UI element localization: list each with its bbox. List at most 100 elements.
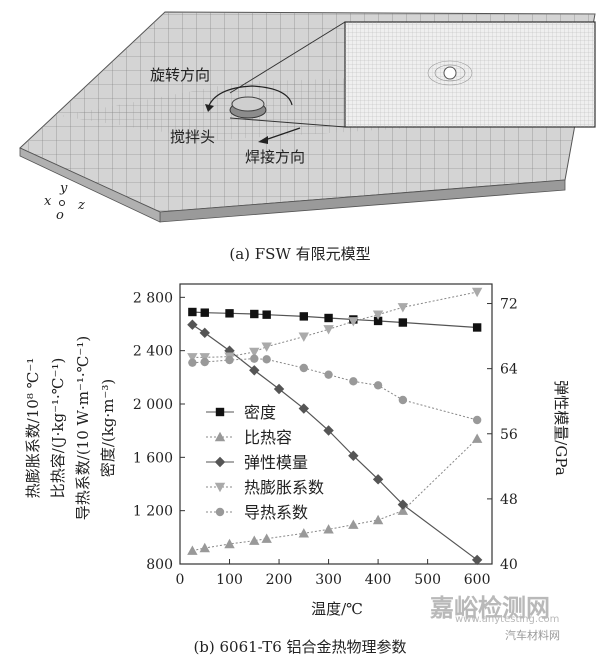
series-1-point <box>187 545 198 555</box>
series-0-point <box>324 313 333 323</box>
legend-marker-0 <box>215 407 225 417</box>
caption-b: (b) 6061-T6 铝合金热物理参数 <box>193 638 406 656</box>
left-axis-title-4: 密度/(kg·m⁻³) <box>99 379 117 477</box>
series-0-point <box>225 309 234 318</box>
series-2-point <box>249 365 260 376</box>
plot-layer: 0 100 200 300 400 500 600 800 1 200 1 600 2 000 2 4… <box>133 283 518 588</box>
y-tick-label: 1 600 <box>133 450 173 466</box>
y2-tick-label: 48 <box>500 492 518 508</box>
y2-tick-label: 64 <box>500 362 518 378</box>
fsw-model-figure: 旋转方向 搅拌头 焊接方向 y x z o (a) FSW 有限元模型 <box>19 11 596 263</box>
legend-marker-4 <box>215 507 225 517</box>
series-1-point <box>199 542 210 553</box>
legend-label-1: 比热容 <box>244 428 292 447</box>
series-4-point <box>373 381 383 390</box>
y2-tick-label: 72 <box>500 297 518 313</box>
watermark-wechat: 汽车材料网 <box>505 629 560 642</box>
series-4-point <box>324 370 333 379</box>
left-axis-titles: 热膨胀系数/10⁸ ℃⁻¹ 比热容/(J·kg⁻¹·℃⁻¹) 导热系数/(10 … <box>24 336 117 520</box>
series-3-point <box>261 342 272 352</box>
series-line-2 <box>192 324 478 561</box>
axis-x-label: x <box>44 194 52 209</box>
left-axis-title-1: 热膨胀系数/10⁸ ℃⁻¹ <box>24 358 42 499</box>
y-tick-label: 800 <box>146 557 173 573</box>
x-tick-label: 300 <box>315 572 342 588</box>
legend-marker-2 <box>214 456 226 468</box>
series-2-point <box>298 403 310 414</box>
series-0-point <box>188 307 197 317</box>
series-line-0 <box>192 311 478 329</box>
series-3-point <box>187 353 198 363</box>
series-1-point <box>224 538 235 549</box>
series-4-point <box>225 355 234 365</box>
coordinate-triad: y x z o <box>44 181 85 223</box>
series-3-point <box>298 332 310 342</box>
series-2-point <box>199 327 210 339</box>
series-2-point <box>348 450 359 461</box>
series-0-point <box>398 318 408 327</box>
legend-label-3: 热膨胀系数 <box>244 478 324 497</box>
series-1-point <box>323 524 334 534</box>
axis-y-label: y <box>59 181 68 196</box>
axis-z-label: z <box>77 198 85 213</box>
series-line-3 <box>192 291 478 358</box>
plot-frame <box>179 283 493 565</box>
legend-marker-3 <box>214 482 226 493</box>
series-3-point <box>323 325 334 335</box>
series-1-point <box>348 519 359 529</box>
x-tick-label: 400 <box>365 572 392 588</box>
axis-o-label: o <box>56 208 64 223</box>
series-0-point <box>250 309 259 319</box>
series-4-point <box>398 395 408 405</box>
legend-label-4: 导热系数 <box>244 503 308 522</box>
watermark-brand: 嘉峪检测网 <box>430 594 550 622</box>
series-4-point <box>472 415 482 425</box>
series-1-point <box>298 528 310 538</box>
y-tick-label: 2 800 <box>133 290 173 306</box>
series-4-point <box>349 377 358 386</box>
rotation-label: 旋转方向 <box>150 66 210 84</box>
x-tick-label: 200 <box>266 572 293 588</box>
series-0-point <box>200 308 209 317</box>
series-2-point <box>323 425 334 436</box>
series-0-point <box>262 310 271 319</box>
x-axis-title: 温度/℃ <box>311 600 363 618</box>
y-tick-label: 2 000 <box>133 397 173 413</box>
series-1-point <box>471 433 483 443</box>
series-2-point <box>397 499 409 510</box>
series-3-point <box>372 310 384 320</box>
x-tick-label: 500 <box>414 572 441 588</box>
series-2-point <box>372 474 384 485</box>
series-0-point <box>472 323 482 332</box>
series-3-point <box>348 317 359 327</box>
series-line-4 <box>192 358 478 421</box>
left-axis-title-3: 导热系数/(10 W·m⁻¹·℃⁻¹) <box>74 336 92 520</box>
series-1-point <box>397 505 409 515</box>
series-4-point <box>188 358 197 367</box>
legend-marker-1 <box>214 431 226 442</box>
series-1-point <box>372 514 384 525</box>
series-3-point <box>249 347 260 358</box>
weld-direction-label: 焊接方向 <box>245 148 305 166</box>
series-2-point <box>273 383 285 395</box>
legend-label-2: 弹性模量 <box>244 453 308 472</box>
series-1-point <box>261 533 272 543</box>
series-2-point <box>471 554 483 566</box>
series-2-point <box>187 319 198 330</box>
right-axis-title: 弹性模量/GPa <box>552 380 570 475</box>
series-4-point <box>262 355 271 364</box>
inset-tool-hole <box>443 66 457 80</box>
series-4-point <box>299 363 309 373</box>
series-line-1 <box>192 438 478 552</box>
y2-tick-label: 56 <box>500 427 518 443</box>
y-tick-label: 2 400 <box>133 344 173 360</box>
x-tick-label: 0 <box>176 572 185 588</box>
caption-a: (a) FSW 有限元模型 <box>229 245 370 263</box>
x-tick-label: 100 <box>216 572 243 588</box>
y2-tick-label: 40 <box>500 557 518 573</box>
series-0-point <box>373 316 383 326</box>
series-3-point <box>397 303 409 313</box>
tool-label: 搅拌头 <box>170 128 215 146</box>
series-4-point <box>200 357 209 367</box>
